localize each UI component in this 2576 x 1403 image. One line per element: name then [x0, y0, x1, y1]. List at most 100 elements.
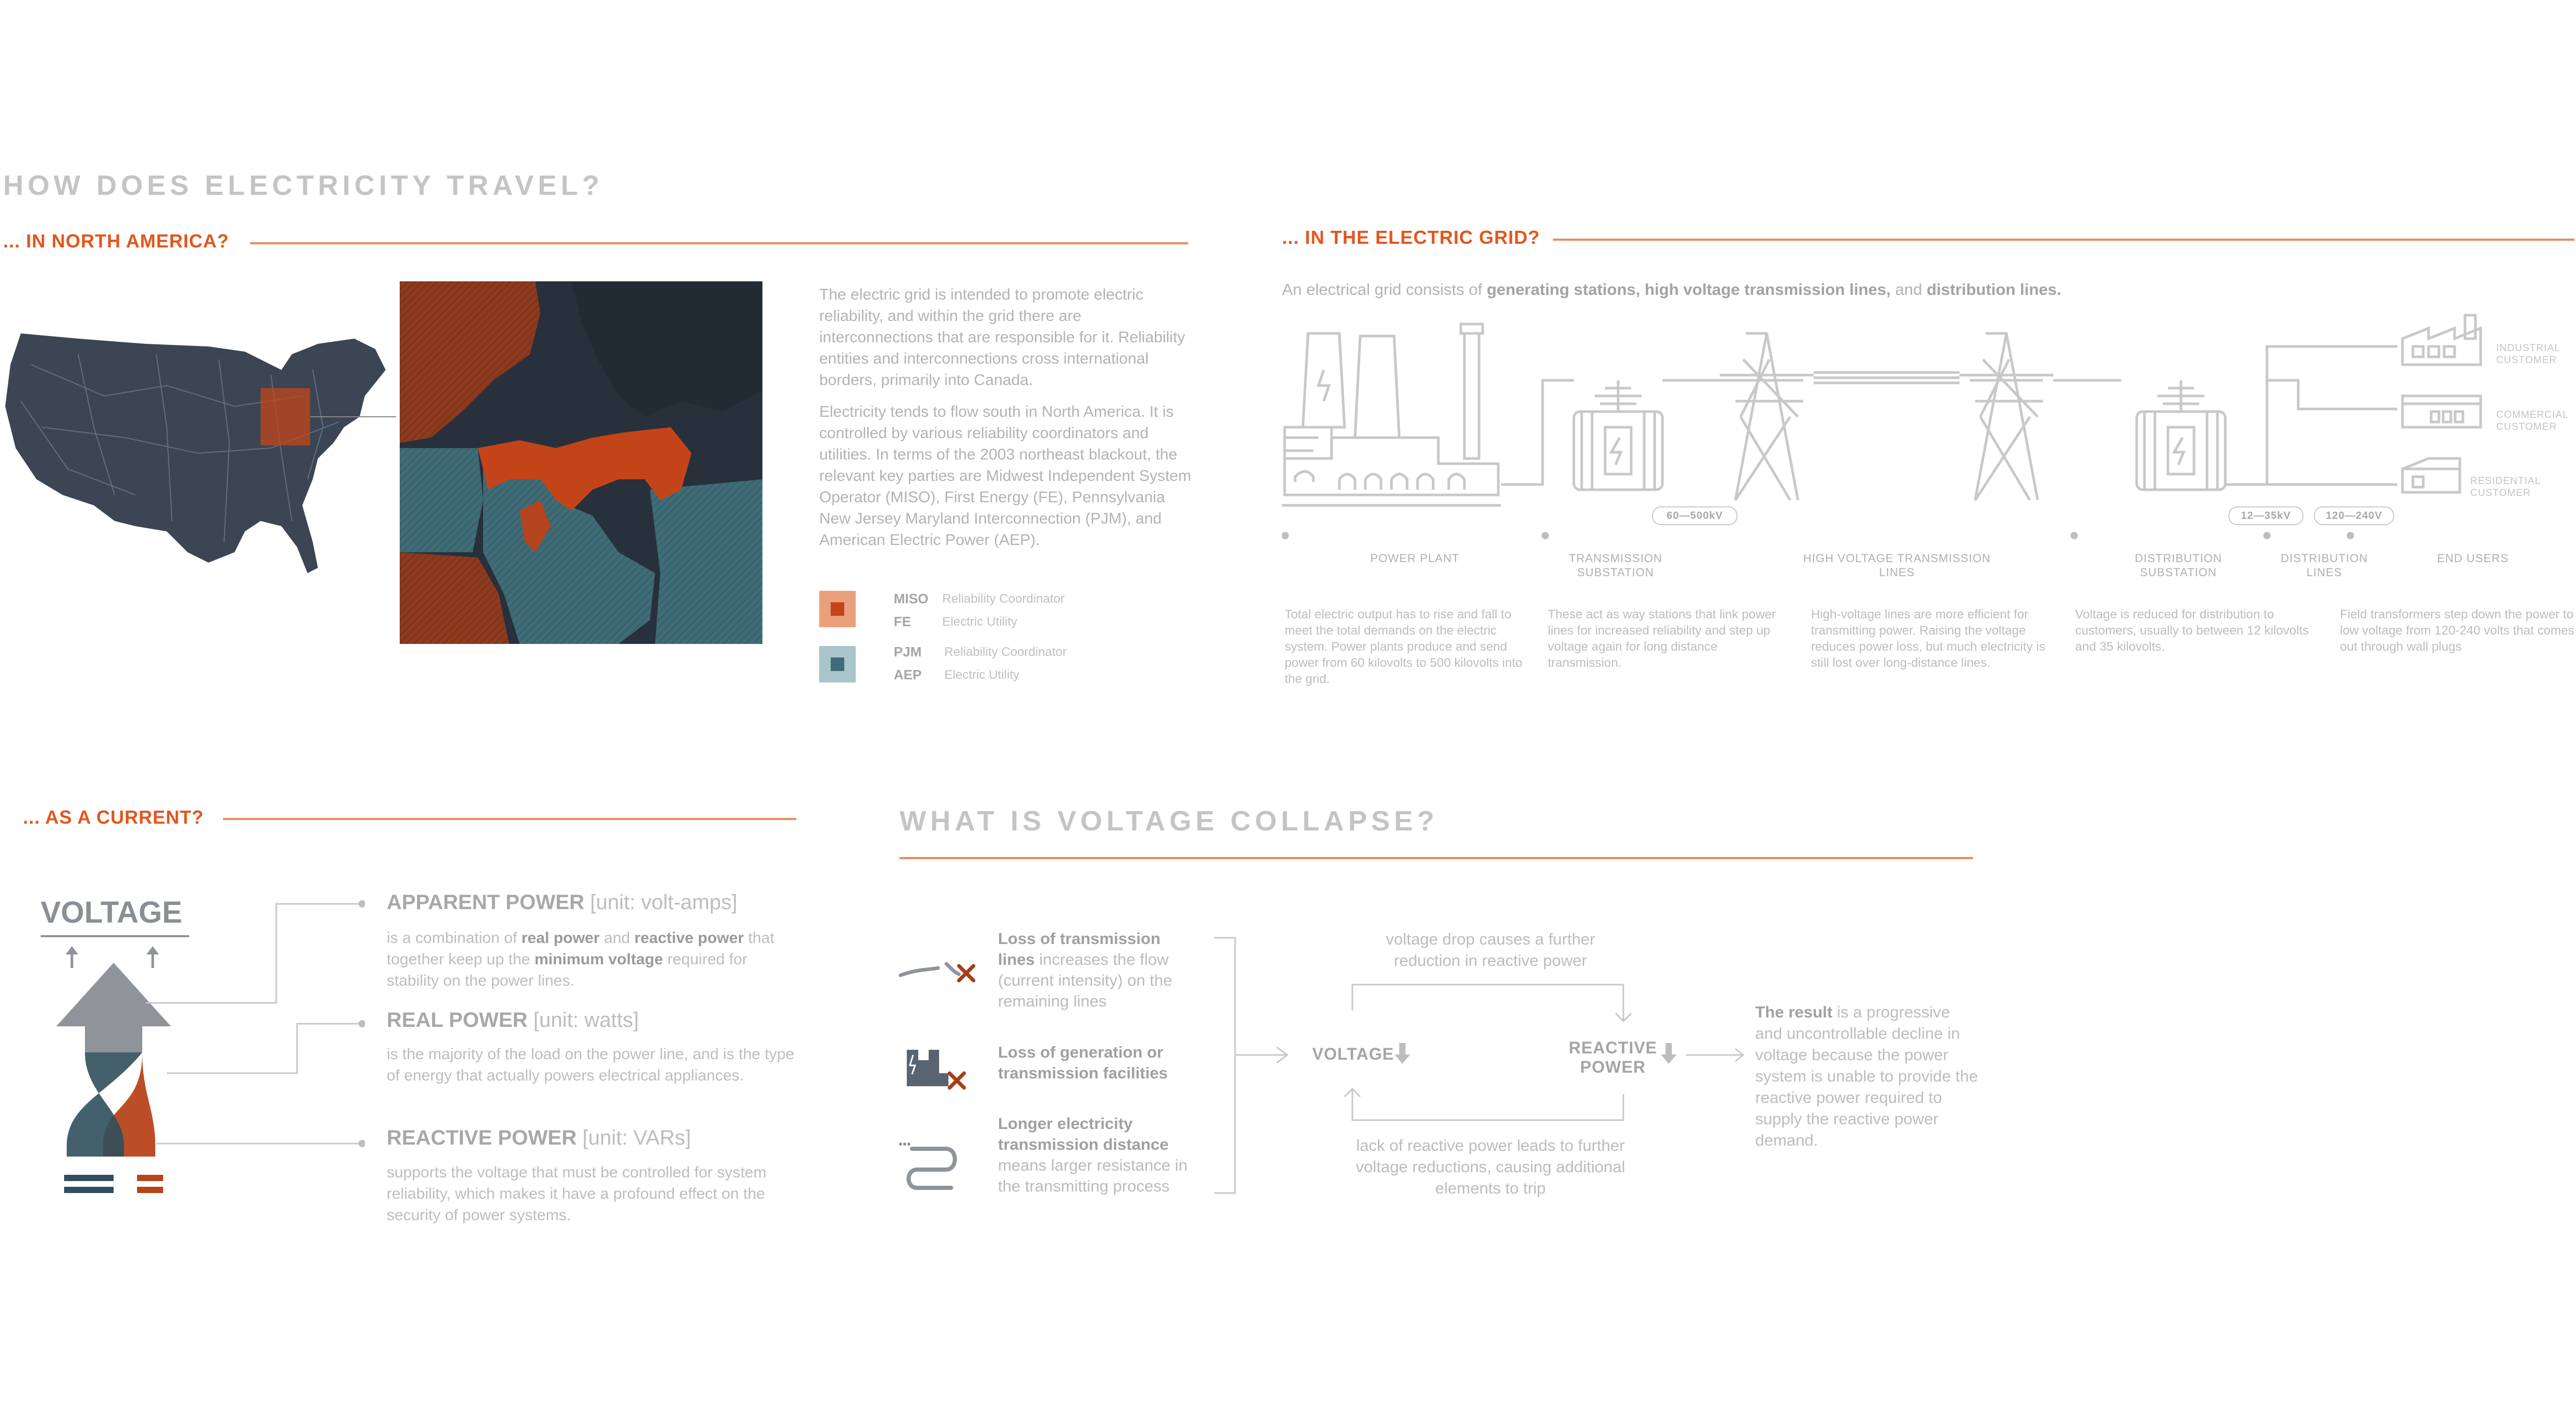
- north-america-rule: [250, 242, 1188, 244]
- commercial-customer-icon: [2401, 394, 2482, 429]
- cause-1-rest: increases the flow (current intensity) o…: [998, 950, 1173, 1010]
- factory-x-icon: [947, 1071, 966, 1090]
- region-fe-north: [400, 281, 540, 443]
- grid-intro-bold: generating stations, high voltage transm…: [1486, 280, 1891, 299]
- cycle-bottom-text: lack of reactive power leads to further …: [1355, 1136, 1625, 1197]
- grid-timeline-dots: [1282, 532, 2354, 539]
- power-flow-diagram: [56, 946, 171, 1193]
- broken-line-icon: [898, 962, 961, 977]
- reactive-power-unit: [unit: VARs]: [576, 1126, 691, 1149]
- legend-miso-fe-swatch: [819, 591, 856, 627]
- pill-end-user-voltage: 120—240V: [2314, 506, 2394, 525]
- grid-intro: An electrical grid consists of generatin…: [1282, 279, 2061, 300]
- apparent-power-desc: is a combination of real power and react…: [387, 929, 774, 989]
- reactive-down-arrow-icon: [1661, 1043, 1677, 1064]
- customer-commercial: COMMERCIAL CUSTOMER: [2496, 409, 2569, 432]
- stage-desc-distribution-substation: Voltage is reduced for distribution to c…: [2075, 607, 2309, 654]
- cycle-top-text: voltage drop causes a further reduction …: [1386, 930, 1595, 970]
- legend-desc-miso: Reliability Coordinator: [942, 592, 1065, 606]
- long-distance-dots-icon: [899, 1143, 910, 1146]
- legend-desc-aep: Electric Utility: [944, 668, 1020, 682]
- collapse-icons: [898, 962, 976, 1190]
- distribution-substation-icon: [2135, 380, 2227, 491]
- real-power-band: [67, 1052, 142, 1157]
- us-map: [5, 333, 396, 573]
- apparent-power-name: APPARENT POWER: [387, 891, 585, 914]
- reactive-power-name: REACTIVE POWER: [387, 1126, 577, 1149]
- power-plant-icon: [1282, 322, 1501, 507]
- cause-2-bold: Loss of generation or transmission facil…: [998, 1043, 1168, 1082]
- node-reactive-power: REACTIVE POWER: [1569, 1038, 1657, 1076]
- cause-3-bold: Longer electricity transmission distance: [998, 1114, 1169, 1153]
- north-america-paragraph-1: The electric grid is intended to promote…: [819, 286, 1186, 389]
- us-map-shape: [5, 333, 386, 573]
- legend-tag-aep: AEP: [894, 667, 922, 682]
- legend-desc-fe: Electric Utility: [942, 615, 1018, 629]
- result-bold: The result: [1755, 1003, 1833, 1021]
- us-map-highlight: [261, 388, 310, 445]
- long-distance-icon: [906, 1147, 957, 1190]
- factory-icon: [907, 1050, 948, 1086]
- voltage-down-arrow-icon: [1395, 1043, 1410, 1064]
- reactive-power-desc: supports the voltage that must be contro…: [387, 1164, 767, 1224]
- stage-label-power-plant: POWER PLANT: [1370, 552, 1460, 565]
- real-power-bar-1: [64, 1175, 114, 1181]
- result-arrow: [1686, 1048, 1745, 1062]
- result-rest: is a progressive and uncontrollable decl…: [1755, 1003, 1978, 1149]
- apparent-power-title: APPARENT POWER [unit: volt-amps]: [387, 891, 737, 914]
- region-aep-center: [483, 453, 655, 644]
- legend-pjm-aep-swatch: [819, 646, 856, 682]
- cause-transmission-lines: Loss of transmission lines increases the…: [998, 928, 1196, 1012]
- region-map: [400, 281, 762, 644]
- stage-label-distribution-substation: DISTRIBUTION SUBSTATION: [2135, 552, 2222, 579]
- legend-tag-fe: FE: [894, 614, 911, 629]
- voltage-underline: [41, 935, 189, 937]
- collapse-flow: [1214, 937, 1677, 1194]
- real-power-name: REAL POWER: [387, 1009, 528, 1032]
- reactive-power-title: REACTIVE POWER [unit: VARs]: [387, 1126, 691, 1150]
- residential-customer-icon: [2401, 457, 2461, 494]
- real-power-bar-2: [64, 1187, 114, 1193]
- cause-distance: Longer electricity transmission distance…: [998, 1113, 1206, 1197]
- cause-generation-facilities: Loss of generation or transmission facil…: [998, 1042, 1206, 1084]
- legend-tag-pjm: PJM: [894, 644, 922, 660]
- apparent-power-arrow: [56, 963, 171, 1052]
- stage-label-distribution-lines: DISTRIBUTION LINES: [2281, 552, 2368, 579]
- region-dark-lake: [572, 281, 762, 417]
- causes-bracket: [1214, 937, 1236, 1194]
- power-connectors: [146, 900, 365, 1147]
- real-power-title: REAL POWER [unit: watts]: [387, 1009, 639, 1032]
- grid-intro-prefix: An electrical grid consists of: [1282, 280, 1487, 299]
- grid-intro-mid: and: [1890, 280, 1927, 299]
- transmission-substation-icon: [1572, 380, 1664, 491]
- stage-label-transmission-substation: TRANSMISSION SUBSTATION: [1569, 552, 1662, 579]
- pill-transmission-voltage: 60—500kV: [1652, 506, 1737, 525]
- page-title: HOW DOES ELECTRICITY TRAVEL?: [3, 170, 604, 201]
- real-power-desc: is the majority of the load on the power…: [387, 1046, 795, 1084]
- region-aep-west: [400, 448, 483, 552]
- grid-intro-bold2: distribution lines.: [1926, 280, 2062, 299]
- stage-desc-hv-lines: High-voltage lines are more efficient fo…: [1811, 607, 2045, 670]
- voltage-arrows: [66, 946, 159, 968]
- stage-label-end-users: END USERS: [2437, 552, 2509, 565]
- north-america-paragraph-2: Electricity tends to flow south in North…: [819, 403, 1191, 549]
- pill-distribution-voltage: 12—35kV: [2228, 506, 2303, 525]
- stage-desc-power-plant: Total electric output has to rise and fa…: [1285, 607, 1523, 686]
- stage-desc-transmission-substation: These act as way stations that link powe…: [1548, 607, 1776, 670]
- region-orange-mid: [520, 500, 551, 552]
- current-rule: [223, 818, 796, 820]
- electric-grid-heading: ... IN THE ELECTRIC GRID?: [1282, 227, 1540, 248]
- voltage-label: VOLTAGE: [41, 896, 182, 929]
- cause-1-bold: Loss of transmission lines: [998, 929, 1161, 969]
- industrial-customer-icon: [2401, 314, 2482, 366]
- stage-label-hv-lines: HIGH VOLTAGE TRANSMISSION LINES: [1803, 552, 1991, 579]
- cause-3-rest: means larger resistance in the transmitt…: [998, 1156, 1188, 1195]
- north-america-heading: ... IN NORTH AMERICA?: [3, 230, 229, 252]
- legend-desc-pjm: Reliability Coordinator: [944, 645, 1067, 659]
- region-aep-east: [650, 479, 762, 644]
- transmission-tower-icon-1: [1720, 332, 1814, 501]
- region-miso-band: [478, 427, 692, 511]
- voltage-collapse-rule: [899, 857, 1973, 859]
- node-voltage: VOLTAGE: [1312, 1045, 1394, 1063]
- grid-diagram: [1282, 314, 2482, 507]
